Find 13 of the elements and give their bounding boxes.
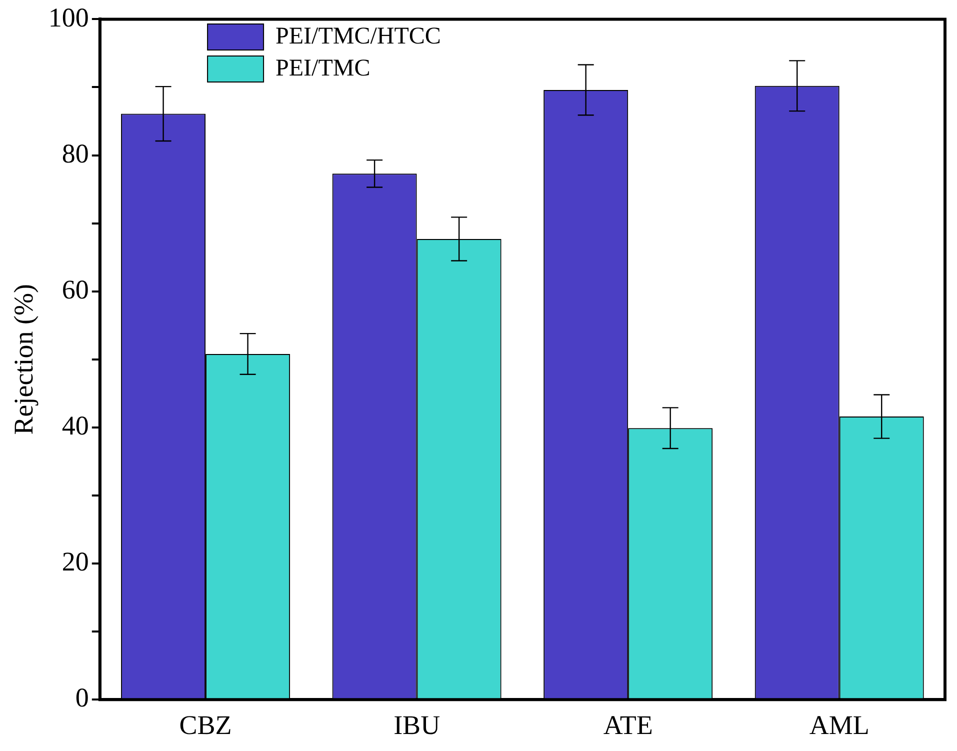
legend-label: PEI/TMC xyxy=(276,55,370,82)
y-tick-label: 80 xyxy=(62,138,89,168)
x-tick-label: CBZ xyxy=(179,710,232,740)
y-tick-label: 20 xyxy=(62,546,89,577)
x-tick-label: ATE xyxy=(603,710,653,740)
y-tick-label: 100 xyxy=(48,2,89,32)
x-tick-label: IBU xyxy=(394,710,440,740)
x-tick-label: AML xyxy=(809,710,870,740)
y-tick-label: 60 xyxy=(62,274,89,304)
legend-label: PEI/TMC/HTCC xyxy=(276,23,441,50)
y-axis-title: Rejection (%) xyxy=(8,284,38,435)
y-tick-label: 0 xyxy=(75,682,89,713)
y-tick-label: 40 xyxy=(62,410,89,441)
